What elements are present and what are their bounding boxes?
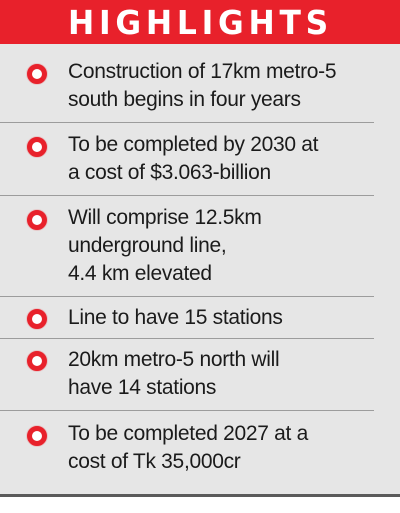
bullet-ring-icon [27,137,47,157]
footer-space [0,497,400,513]
bullet-ring-icon [27,210,47,230]
highlight-item: Construction of 17km metro-5 south begin… [0,44,374,123]
highlight-text: Will comprise 12.5km underground line, 4… [68,206,262,285]
highlight-item: To be completed by 2030 at a cost of $3.… [0,123,374,196]
highlight-text: Construction of 17km metro-5 south begin… [68,60,337,111]
bullet-ring-icon [27,309,47,329]
highlights-list: Construction of 17km metro-5 south begin… [0,44,400,484]
bullet-ring-icon [27,351,47,371]
highlight-item: Line to have 15 stations [0,297,374,339]
highlight-item: Will comprise 12.5km underground line, 4… [0,196,374,297]
highlights-header: HIGHLIGHTS [0,0,400,44]
highlights-title: HIGHLIGHTS [67,2,333,42]
bullet-ring-icon [27,426,47,446]
highlight-text: To be completed by 2030 at a cost of $3.… [68,133,319,184]
bottom-rule [0,494,400,497]
highlight-item: To be completed 2027 at a cost of Tk 35,… [0,411,374,484]
highlight-item: 20km metro-5 north will have 14 stations [0,339,374,411]
highlight-text: 20km metro-5 north will have 14 stations [68,348,280,399]
highlight-text: To be completed 2027 at a cost of Tk 35,… [68,422,309,473]
highlight-text: Line to have 15 stations [68,306,283,329]
bullet-ring-icon [27,64,47,84]
